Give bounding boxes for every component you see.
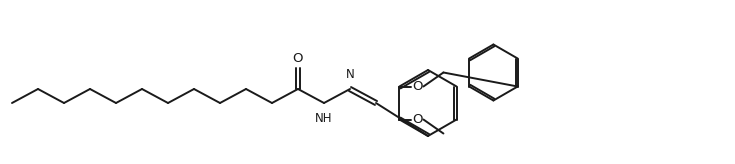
Text: N: N (345, 68, 354, 81)
Text: O: O (412, 80, 423, 93)
Text: NH: NH (315, 112, 333, 125)
Text: O: O (412, 113, 423, 126)
Text: O: O (293, 52, 304, 65)
